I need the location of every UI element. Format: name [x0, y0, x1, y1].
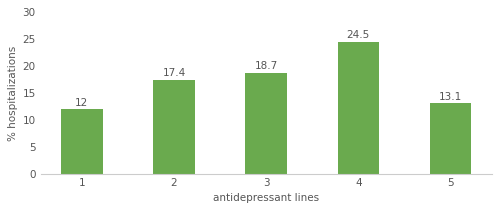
X-axis label: antidepressant lines: antidepressant lines — [213, 193, 319, 203]
Bar — [246, 73, 287, 174]
Bar — [338, 42, 379, 174]
Text: 24.5: 24.5 — [346, 30, 370, 40]
Text: 13.1: 13.1 — [439, 92, 462, 101]
Text: 18.7: 18.7 — [254, 61, 278, 72]
Text: 12: 12 — [75, 97, 88, 107]
Bar — [154, 80, 194, 174]
Y-axis label: % hospitalizations: % hospitalizations — [8, 45, 18, 141]
Text: 17.4: 17.4 — [162, 68, 186, 78]
Bar — [61, 109, 102, 174]
Bar — [430, 103, 471, 174]
